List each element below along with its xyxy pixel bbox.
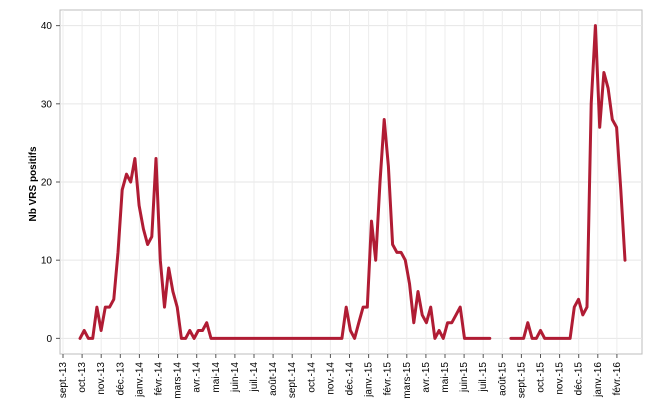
x-tick-label: oct.-14 (306, 362, 317, 393)
x-tick-label: févr.-16 (612, 362, 623, 396)
x-tick-label: mars-15 (402, 362, 413, 399)
x-tick-label: août-14 (268, 362, 279, 396)
x-tick-label: sept.-13 (58, 362, 69, 399)
series-line (509, 24, 627, 340)
series-lines (78, 24, 627, 340)
y-axis-title: Nb VRS positifs (28, 146, 39, 221)
series-line (78, 118, 492, 340)
y-tick-label: 0 (46, 334, 52, 345)
x-tick-label: nov.-14 (325, 362, 336, 395)
x-tick-label: avr.-15 (421, 362, 432, 393)
x-tick-label: juil.-15 (478, 362, 489, 393)
x-tick-label: déc.-15 (574, 362, 585, 396)
y-tick-label: 20 (41, 178, 53, 189)
x-tick-label: sept.-14 (287, 362, 298, 399)
x-tick-label: juin-14 (230, 362, 241, 393)
y-axis: 0 10 20 30 40 (41, 21, 60, 345)
x-tick-label: oct.-13 (77, 362, 88, 393)
x-tick-label: mai-15 (440, 362, 451, 393)
x-tick-label: nov.-15 (555, 362, 566, 395)
x-tick-label: févr.-15 (383, 362, 394, 396)
y-tick-label: 10 (41, 256, 53, 267)
y-tick-label: 40 (41, 21, 53, 32)
x-tick-label: juin-15 (459, 362, 470, 393)
x-tick-label: oct.-15 (536, 362, 547, 393)
x-tick-label: févr.-14 (154, 362, 165, 396)
x-tick-label: déc.-13 (115, 362, 126, 396)
x-tick-label: avr.-14 (192, 362, 203, 393)
x-tick-label: janv.-15 (364, 362, 375, 398)
x-tick-label: janv.-14 (134, 362, 145, 398)
x-axis: sept.-13 oct.-13 nov.-13 déc.-13 janv.-14 fév… (58, 354, 623, 399)
x-tick-label: nov.-13 (96, 362, 107, 395)
x-tick-label: mars-14 (173, 362, 184, 399)
x-tick-label: mai-14 (211, 362, 222, 393)
x-tick-label: sept.-15 (516, 362, 527, 399)
x-tick-label: janv.-16 (593, 362, 604, 398)
x-tick-label: août-15 (497, 362, 508, 396)
y-tick-label: 30 (41, 99, 53, 110)
x-tick-label: juil.-14 (249, 362, 260, 393)
x-tick-label: déc.-14 (345, 362, 356, 396)
